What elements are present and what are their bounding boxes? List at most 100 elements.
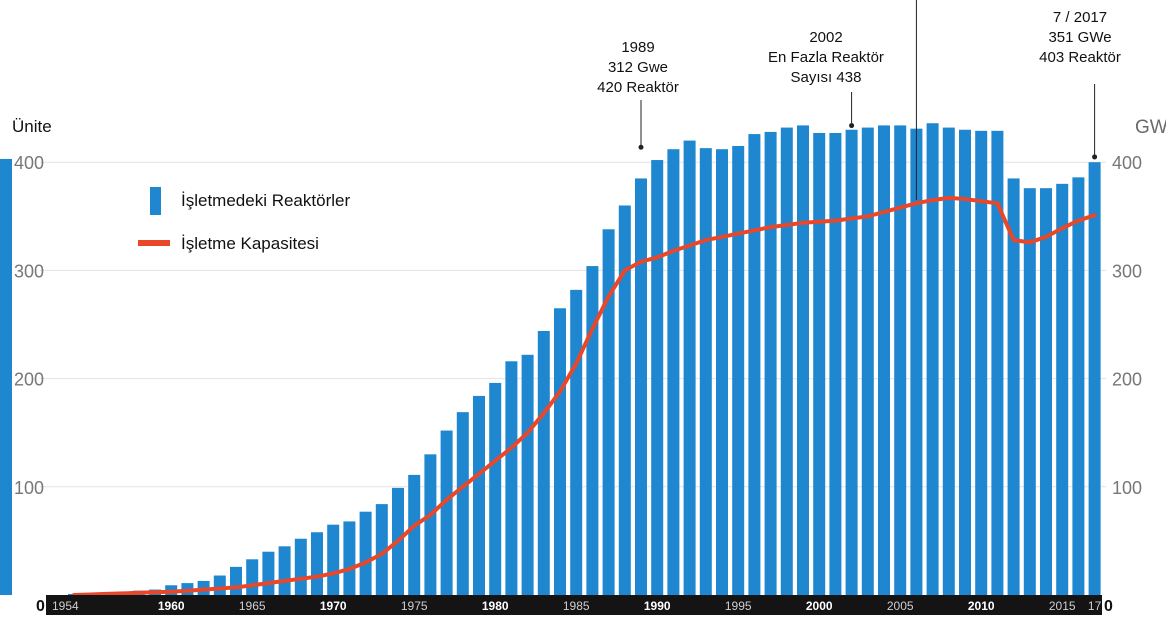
bar-1981	[505, 361, 518, 595]
bar-2013	[1023, 188, 1036, 595]
bar-1973	[375, 504, 388, 595]
bar-1991	[667, 149, 680, 595]
bar-2005	[894, 125, 907, 596]
x-tick-label: 1995	[725, 599, 752, 613]
bar-1999	[797, 125, 809, 596]
bar-undefined	[0, 158, 12, 596]
bar-1985	[570, 289, 583, 595]
bar-1976	[424, 454, 437, 595]
left-tick-label: 300	[14, 261, 44, 281]
bar-2017	[1088, 162, 1101, 595]
annotation-dot	[849, 123, 855, 129]
bar-1971	[343, 521, 356, 595]
bar-1998	[780, 127, 793, 596]
right-tick-label: 300	[1112, 261, 1142, 281]
left-axis-unit: Ünite	[12, 117, 52, 136]
bar-2000	[813, 132, 826, 595]
annotation-text: 403 Reaktör	[1039, 49, 1121, 66]
left-tick-label: 0	[36, 598, 45, 615]
bar-2003	[861, 127, 874, 596]
bar-1968	[294, 538, 307, 595]
bar-2009	[959, 129, 971, 596]
annotation-text: En Fazla Reaktör	[768, 49, 884, 66]
annotation-text: 420 Reaktör	[597, 79, 679, 96]
bar-1967	[278, 546, 291, 595]
bar-1984	[554, 308, 566, 595]
bar-1965	[246, 559, 259, 595]
left-tick-label: 100	[14, 478, 44, 498]
right-tick-label: 200	[1112, 370, 1142, 390]
bar-1980	[489, 382, 502, 595]
x-tick-label: 17	[1088, 599, 1102, 613]
x-tick-label: 2010	[968, 599, 995, 613]
legend-line-swatch	[138, 240, 170, 246]
bar-2007	[926, 123, 939, 596]
bar-1966	[262, 551, 275, 595]
left-tick-label: 400	[14, 153, 44, 173]
annotation-text: 2002	[809, 29, 842, 46]
bar-1983	[537, 330, 550, 595]
right-tick-label: 400	[1112, 153, 1142, 173]
bar-1990	[651, 160, 664, 595]
legend: İşletmedeki Reaktörler İşletme Kapasitesi	[138, 187, 350, 253]
x-tick-label: 2000	[806, 599, 833, 613]
legend-bar-swatch	[150, 187, 161, 215]
bar-2016	[1072, 177, 1085, 595]
annotation-text: 312 Gwe	[608, 59, 668, 76]
x-tick-label: 1985	[563, 599, 590, 613]
bar-2010	[975, 130, 988, 595]
line-series	[72, 195, 1097, 597]
annotation-text: 7 / 2017	[1053, 9, 1107, 26]
bar-2002	[845, 129, 858, 596]
x-axis-ticks: 1954 1960 1965 1970 1975 1980 1985 1990 1995 2000…	[52, 599, 1102, 613]
bar-2011	[991, 130, 1004, 595]
bar-2015	[1056, 183, 1069, 595]
bar-2014	[1040, 188, 1052, 595]
x-tick-label: 1965	[239, 599, 266, 613]
legend-bar-label: İşletmedeki Reaktörler	[181, 191, 350, 210]
left-tick-label: 200	[14, 370, 44, 390]
bar-2008	[942, 127, 955, 596]
bar-1982	[521, 354, 534, 595]
x-tick-label: 1960	[158, 599, 185, 613]
x-tick-label: 2005	[887, 599, 914, 613]
x-axis-bar	[46, 595, 1102, 615]
bar-1975	[408, 474, 421, 595]
bar-2001	[829, 132, 842, 595]
x-tick-label: 1970	[320, 599, 347, 613]
x-tick-label: 2015	[1049, 599, 1076, 613]
bar-1969	[311, 532, 323, 595]
bar-series	[0, 123, 1101, 596]
annotation-text: 351 GWe	[1048, 29, 1111, 46]
annotations: 1989 312 Gwe 420 Reaktör 2002 En Fazla Reakt…	[597, 0, 1121, 201]
x-tick-label: 1990	[644, 599, 671, 613]
y-axis-ticks: 0 100 200 300 400 0 100 200 300 400	[14, 153, 1142, 615]
bar-1963	[213, 575, 226, 595]
bar-1972	[359, 511, 372, 595]
right-tick-label: 100	[1112, 478, 1142, 498]
bar-1979	[473, 395, 485, 595]
x-tick-label: 1975	[401, 599, 428, 613]
x-tick-label: 1954	[52, 599, 79, 613]
x-axis-band	[46, 595, 1102, 615]
bar-2004	[878, 125, 890, 596]
right-tick-label: 0	[1104, 598, 1113, 615]
bar-1987	[602, 229, 615, 595]
bar-1989	[635, 178, 647, 595]
bar-1970	[327, 524, 340, 595]
bar-1995	[732, 145, 745, 595]
bar-1993	[699, 148, 712, 595]
annotation-text: Sayısı 438	[791, 69, 862, 86]
bar-1996	[748, 134, 761, 595]
right-axis-unit: GWe	[1135, 117, 1166, 138]
x-tick-label: 1980	[482, 599, 509, 613]
bar-1986	[586, 266, 599, 595]
bar-1988	[618, 205, 631, 596]
annotation-dot	[1092, 154, 1098, 160]
bar-2006	[910, 128, 923, 595]
annotation-dot	[638, 144, 644, 150]
legend-line-label: İşletme Kapasitesi	[181, 234, 319, 253]
bar-1977	[440, 430, 453, 595]
